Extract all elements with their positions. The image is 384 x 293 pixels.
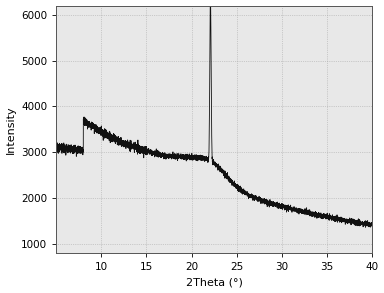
X-axis label: 2Theta (°): 2Theta (°) — [185, 277, 243, 287]
Y-axis label: Intensity: Intensity — [5, 105, 16, 154]
